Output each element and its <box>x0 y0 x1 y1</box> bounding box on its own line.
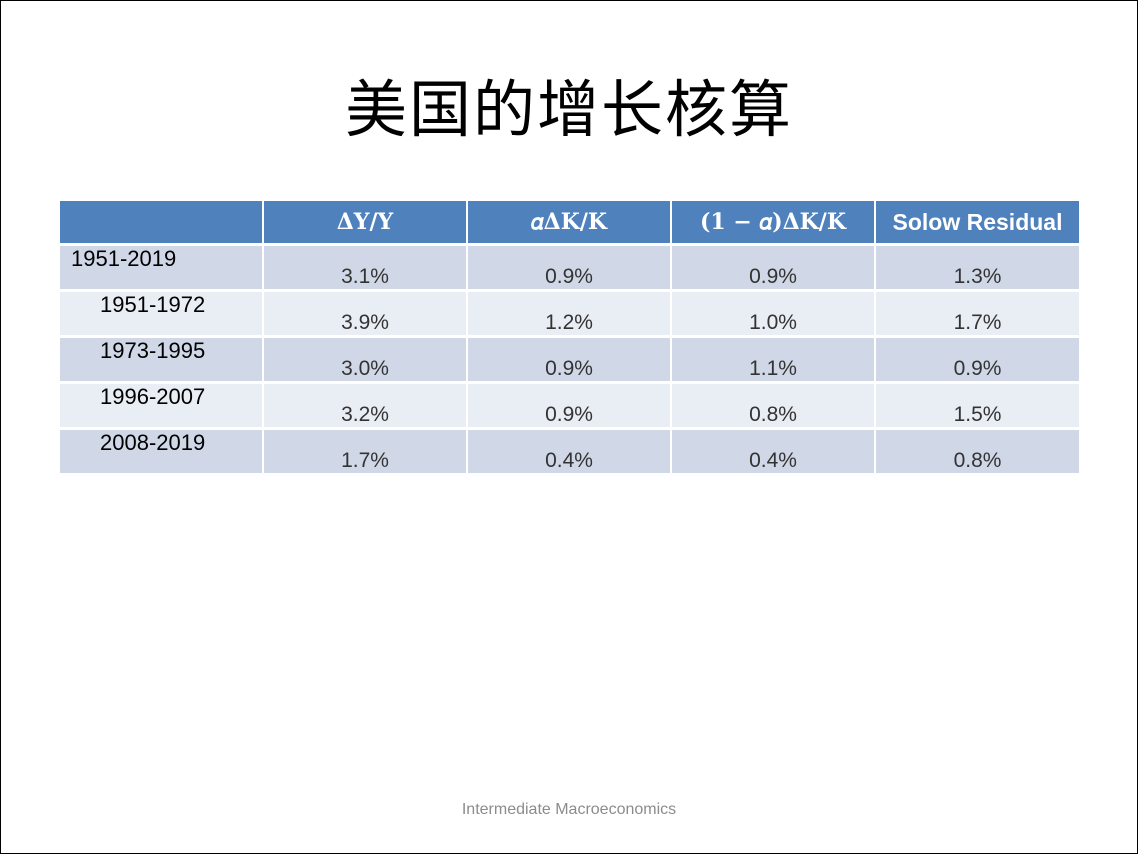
slide-title: 美国的增长核算 <box>344 73 793 146</box>
header-labor-contribution: (1 − 𝛼)ΔK/K <box>671 201 876 246</box>
value-cell: 1.1% <box>671 336 876 384</box>
value-cell: 3.1% <box>263 244 468 292</box>
slide-footer: Intermediate Macroeconomics <box>461 801 677 818</box>
growth-accounting-table: ΔY/Y 𝛼ΔK/K (1 − 𝛼)ΔK/K Solow Residual 19… <box>60 201 1079 476</box>
header-output-growth: ΔY/Y <box>263 201 468 246</box>
value-cell: 0.9% <box>467 382 672 430</box>
value-cell: 0.4% <box>671 428 876 476</box>
value-cell: 0.9% <box>467 336 672 384</box>
value-cell: 1.3% <box>875 244 1079 292</box>
value-cell: 0.4% <box>467 428 672 476</box>
period-cell: 1951-2019 <box>60 244 264 292</box>
value-cell: 1.2% <box>467 290 672 338</box>
header-solow-residual: Solow Residual <box>875 201 1079 246</box>
value-cell: 1.7% <box>263 428 468 476</box>
value-cell: 3.9% <box>263 290 468 338</box>
value-cell: 3.2% <box>263 382 468 430</box>
header-output-growth-label: ΔY/Y <box>336 209 394 235</box>
value-cell: 3.0% <box>263 336 468 384</box>
table-header-row: ΔY/Y 𝛼ΔK/K (1 − 𝛼)ΔK/K Solow Residual <box>60 201 1079 246</box>
period-cell: 2008-2019 <box>60 428 264 476</box>
value-cell: 1.5% <box>875 382 1079 430</box>
value-cell: 0.9% <box>467 244 672 292</box>
header-capital-contribution: 𝛼ΔK/K <box>467 201 672 246</box>
table-row: 2008-2019 1.7% 0.4% 0.4% 0.8% <box>60 428 1079 476</box>
period-cell: 1973-1995 <box>60 336 264 384</box>
header-labor-contribution-label: (1 − 𝛼)ΔK/K <box>700 209 846 235</box>
table-row: 1951-2019 3.1% 0.9% 0.9% 1.3% <box>60 244 1079 292</box>
value-cell: 0.9% <box>671 244 876 292</box>
header-solow-residual-label: Solow Residual <box>892 208 1063 235</box>
table-row: 1951-1972 3.9% 1.2% 1.0% 1.7% <box>60 290 1079 338</box>
value-cell: 0.8% <box>671 382 876 430</box>
header-period <box>60 201 264 246</box>
table-row: 1973-1995 3.0% 0.9% 1.1% 0.9% <box>60 336 1079 384</box>
header-capital-contribution-label: 𝛼ΔK/K <box>530 209 608 235</box>
value-cell: 0.8% <box>875 428 1079 476</box>
value-cell: 1.0% <box>671 290 876 338</box>
value-cell: 0.9% <box>875 336 1079 384</box>
table-row: 1996-2007 3.2% 0.9% 0.8% 1.5% <box>60 382 1079 430</box>
period-cell: 1951-1972 <box>60 290 264 338</box>
period-cell: 1996-2007 <box>60 382 264 430</box>
value-cell: 1.7% <box>875 290 1079 338</box>
